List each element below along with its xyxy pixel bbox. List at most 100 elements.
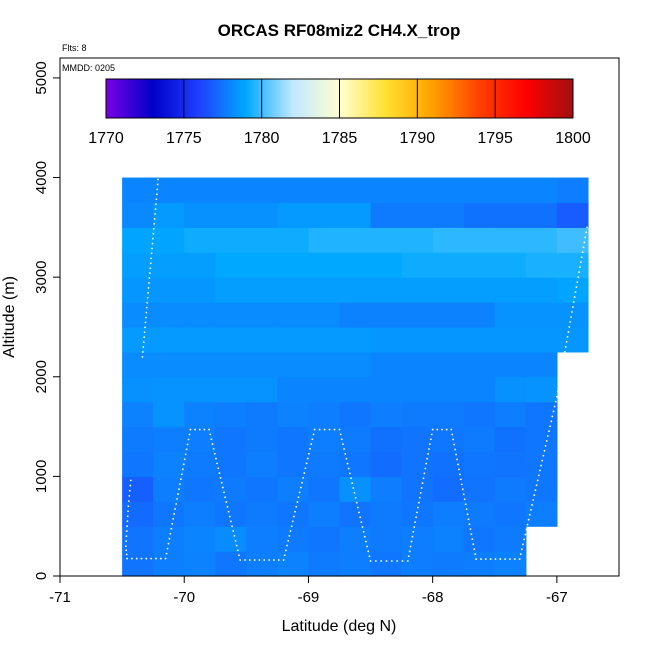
track-point	[129, 479, 132, 482]
track-point	[374, 560, 377, 562]
track-point	[571, 311, 573, 313]
track-point	[312, 433, 315, 436]
y-tick-label: 1000	[33, 460, 50, 493]
heatmap-cell	[339, 401, 372, 428]
heatmap-cell	[463, 177, 496, 204]
track-point	[235, 544, 238, 547]
track-point	[525, 528, 528, 531]
heatmap-cell	[370, 202, 403, 228]
track-point	[401, 560, 404, 562]
track-point	[346, 462, 349, 465]
heatmap-cell	[401, 476, 434, 502]
heatmap-cell	[494, 302, 527, 328]
heatmap-cell	[494, 426, 527, 453]
track-point	[198, 428, 201, 431]
heatmap-cell	[277, 376, 310, 403]
track-point	[151, 237, 154, 240]
heatmap-cell	[494, 401, 527, 428]
heatmap-cell	[463, 451, 496, 477]
track-point	[277, 559, 280, 561]
track-point	[223, 491, 225, 494]
track-point	[571, 306, 574, 308]
heatmap-cell	[184, 177, 216, 204]
track-point	[156, 188, 159, 191]
track-point	[156, 183, 159, 186]
track-point	[531, 504, 533, 506]
track-point	[579, 266, 581, 269]
heatmap-cell	[308, 401, 341, 428]
heatmap-cell	[308, 227, 341, 253]
heatmap-cell	[122, 376, 154, 403]
track-point	[347, 467, 350, 470]
track-point	[177, 493, 179, 495]
track-point	[208, 428, 210, 431]
heatmap-cell	[184, 501, 216, 527]
track-point	[296, 501, 299, 503]
y-tick-label: 0	[33, 572, 50, 580]
heatmap-cell	[246, 426, 278, 453]
heatmap-cell	[463, 202, 496, 228]
heatmap-cell	[215, 351, 247, 378]
heatmap-cell	[122, 227, 154, 253]
heatmap-cell	[308, 476, 341, 502]
track-point	[546, 435, 549, 437]
track-point	[549, 425, 552, 428]
heatmap-cell	[184, 451, 216, 477]
track-point	[462, 493, 465, 496]
heatmap-cell	[370, 551, 403, 577]
track-point	[519, 553, 522, 556]
track-point	[340, 438, 343, 441]
heatmap-cell	[432, 202, 465, 228]
heatmap-cell	[246, 252, 278, 278]
track-point	[461, 488, 464, 491]
heatmap-cell	[401, 227, 434, 253]
heatmap-cell	[277, 476, 310, 502]
track-point	[581, 251, 584, 254]
track-point	[147, 287, 150, 289]
heatmap-cell	[308, 326, 341, 353]
heatmap-cell	[122, 451, 154, 477]
track-point	[248, 559, 251, 561]
track-point	[150, 257, 153, 260]
track-point	[343, 448, 346, 450]
heatmap-cell	[370, 227, 403, 253]
track-point	[159, 557, 162, 560]
track-point	[385, 560, 388, 562]
track-point	[544, 444, 547, 447]
track-point	[148, 272, 151, 275]
track-point	[562, 360, 564, 363]
heatmap-cell	[401, 326, 434, 353]
heatmap-cell	[308, 302, 341, 328]
heatmap-cell	[525, 302, 558, 328]
track-point	[522, 543, 524, 546]
track-point	[167, 542, 170, 545]
track-point	[174, 508, 177, 510]
heatmap-cell	[463, 376, 496, 403]
track-point	[209, 433, 212, 436]
heatmap-cell	[494, 252, 527, 278]
heatmap-cell	[246, 376, 278, 403]
heatmap-cell	[215, 401, 247, 428]
track-point	[558, 380, 561, 383]
heatmap-cell	[153, 227, 185, 253]
track-point	[408, 550, 411, 553]
heatmap-cell	[463, 526, 496, 552]
track-point	[124, 545, 127, 548]
heatmap-cell	[463, 476, 496, 502]
track-point	[352, 487, 355, 489]
heatmap-cell	[184, 351, 216, 378]
track-point	[183, 458, 186, 461]
track-point	[351, 482, 354, 485]
track-point	[520, 548, 523, 551]
track-point	[555, 395, 558, 398]
track-point	[355, 501, 358, 504]
heatmap-cell	[277, 302, 310, 328]
track-point	[567, 331, 570, 333]
track-point	[454, 448, 457, 451]
heatmap-cell	[494, 476, 527, 502]
track-point	[216, 462, 219, 465]
track-point	[135, 557, 138, 560]
heatmap-cell	[246, 551, 278, 577]
track-point	[539, 469, 541, 472]
